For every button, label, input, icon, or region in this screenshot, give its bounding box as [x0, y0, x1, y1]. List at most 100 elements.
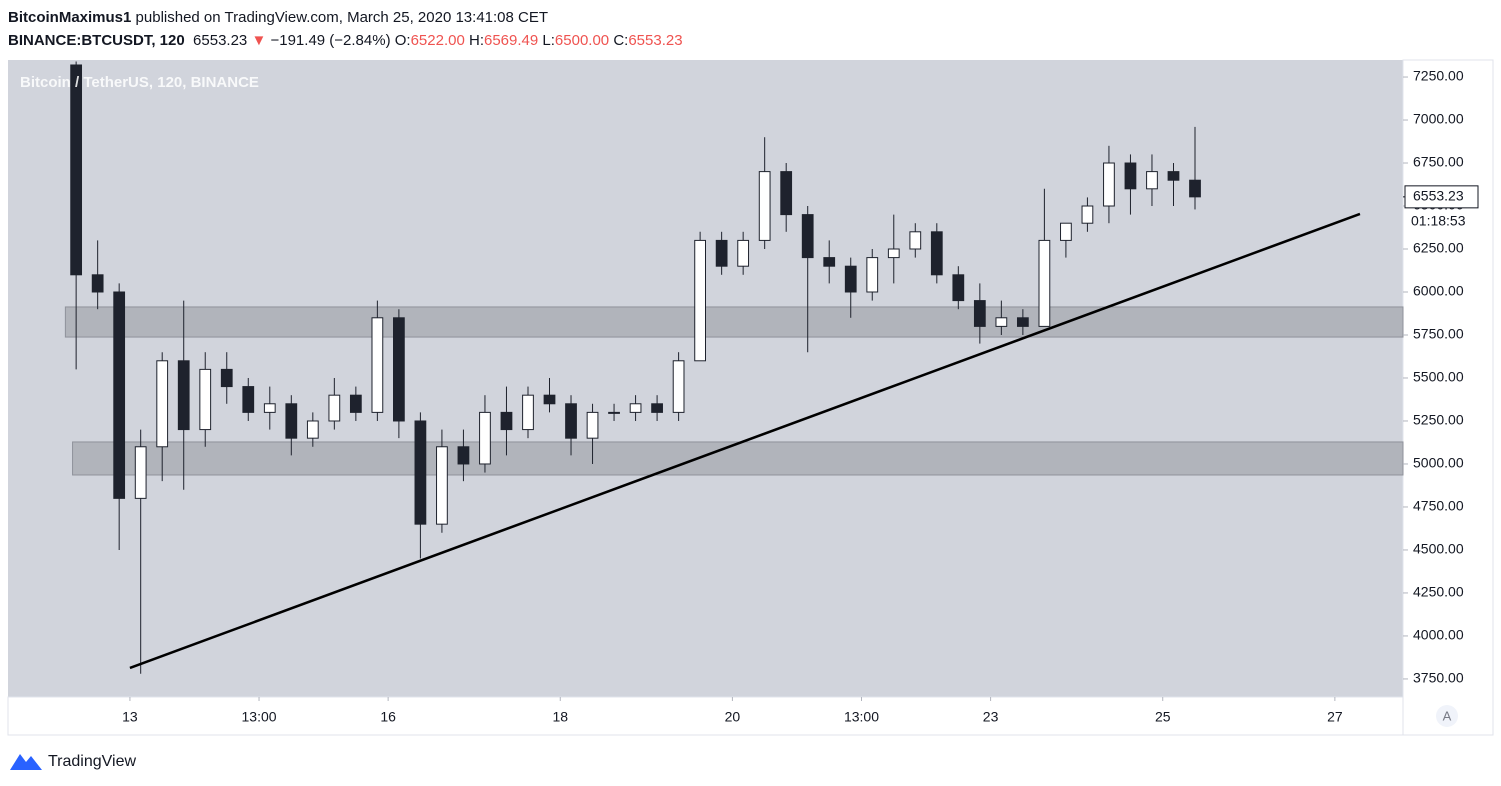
- header-line-2: BINANCE:BTCUSDT, 120 6553.23 ▼ −191.49 (…: [8, 29, 683, 52]
- time-axis: [7, 696, 1404, 736]
- candle-body: [414, 420, 427, 525]
- candle-body: [349, 394, 362, 413]
- candle-body: [113, 291, 126, 499]
- candle-body: [134, 446, 147, 499]
- logo-icon: [10, 754, 42, 770]
- candle-body: [1167, 171, 1180, 181]
- zone: [64, 306, 1404, 338]
- candle-body: [737, 239, 750, 267]
- published: published on TradingView.com, March 25, …: [135, 9, 549, 26]
- ohlc-label: L:: [542, 32, 555, 49]
- scale-button[interactable]: [1436, 705, 1458, 727]
- y-tick-label: 6750.00: [1413, 154, 1464, 170]
- y-tick-label: 5500.00: [1413, 369, 1464, 385]
- candle-body: [1060, 222, 1072, 241]
- price-axis: [1402, 59, 1494, 736]
- last: 6553.23: [193, 32, 248, 49]
- candle-body: [199, 368, 212, 431]
- candle-body: [780, 171, 793, 216]
- ohlc-label: H:: [469, 32, 484, 49]
- candle-body: [393, 317, 405, 422]
- watermark: Bitcoin / TetherUS, 120, BINANCE: [20, 74, 259, 91]
- trendline: [129, 212, 1361, 670]
- y-tick-label: 4000.00: [1413, 627, 1464, 643]
- candle-body: [844, 265, 857, 293]
- y-tick-label: 5750.00: [1413, 326, 1464, 342]
- candle-body: [1146, 171, 1158, 190]
- candle-body: [1124, 162, 1137, 190]
- countdown: 01:18:53: [1411, 213, 1466, 229]
- candle-body: [263, 403, 276, 413]
- plot-background: [8, 60, 1403, 697]
- y-tick-label: 3750.00: [1413, 670, 1464, 686]
- x-tick-label: 16: [380, 709, 396, 725]
- ohlc-value: 6553.23: [628, 32, 683, 49]
- x-tick-label: 20: [725, 709, 741, 725]
- candle-body: [328, 394, 341, 422]
- candle-body: [371, 317, 384, 413]
- candle-body: [1016, 317, 1029, 327]
- candle-body: [70, 64, 83, 276]
- candle-body: [436, 446, 448, 525]
- last-price-box: [1404, 185, 1479, 209]
- ohlc: O:6522.00 H:6569.49 L:6500.00 C:6553.23: [395, 32, 683, 49]
- candle-body: [543, 394, 556, 405]
- y-tick-label: 5250.00: [1413, 412, 1464, 428]
- y-tick-label: 5000.00: [1413, 455, 1464, 471]
- y-tick-label: 6000.00: [1413, 283, 1464, 299]
- candle-body: [694, 239, 706, 362]
- y-tick-label: 7000.00: [1413, 111, 1464, 127]
- x-tick-label: 13:00: [242, 709, 277, 725]
- y-tick-label: 7250.00: [1413, 68, 1464, 84]
- candle-body: [823, 257, 836, 267]
- x-tick-label: 27: [1327, 709, 1343, 725]
- brand: TradingView: [48, 753, 136, 770]
- candle-body: [672, 360, 685, 413]
- ohlc-value: 6569.49: [484, 32, 539, 49]
- candle-body: [608, 411, 620, 414]
- candle-body: [457, 446, 470, 465]
- candle-body: [479, 411, 491, 465]
- x-tick-label: 25: [1155, 709, 1171, 725]
- candle-body: [242, 386, 255, 413]
- candle-body: [887, 248, 900, 259]
- candle-body: [973, 300, 986, 327]
- y-tick-label: 4500.00: [1413, 541, 1464, 557]
- x-tick-label: 18: [552, 709, 568, 725]
- candle-body: [629, 403, 642, 413]
- y-tick-label: 6250.00: [1413, 240, 1464, 256]
- arrow: ▼: [251, 32, 267, 49]
- ohlc-value: 6522.00: [410, 32, 465, 49]
- candle-body: [1081, 205, 1094, 224]
- ohlc-label: C:: [613, 32, 629, 49]
- candle-body: [565, 403, 577, 439]
- candle-body: [930, 231, 943, 276]
- candle-body: [1038, 239, 1051, 327]
- ohlc-value: 6500.00: [554, 32, 610, 49]
- candle-body: [866, 257, 879, 293]
- candle-body: [651, 403, 663, 413]
- candle-body: [801, 214, 814, 259]
- header: BitcoinMaximus1 published on TradingView…: [8, 6, 683, 52]
- symbol: BINANCE:BTCUSDT, 120: [8, 32, 185, 49]
- candle-body: [715, 239, 728, 267]
- candle-body: [909, 231, 922, 250]
- candle-body: [995, 317, 1008, 327]
- candle-body: [177, 360, 190, 431]
- candle-body: [306, 420, 319, 439]
- x-tick-label: 13: [122, 709, 138, 725]
- y-tick-label: 4250.00: [1413, 584, 1464, 600]
- scale-button-label[interactable]: A: [1443, 708, 1452, 723]
- candle-body: [91, 274, 104, 293]
- candle-body: [500, 411, 513, 431]
- header-line-1: BitcoinMaximus1 published on TradingView…: [8, 6, 683, 29]
- zone: [72, 441, 1404, 476]
- candle-body: [285, 403, 298, 439]
- candle-body: [1189, 179, 1201, 198]
- y-tick-label: 4750.00: [1413, 498, 1464, 514]
- x-tick-label: 23: [983, 709, 999, 725]
- change: −191.49 (−2.84%): [270, 32, 391, 49]
- candle-body: [1103, 162, 1115, 207]
